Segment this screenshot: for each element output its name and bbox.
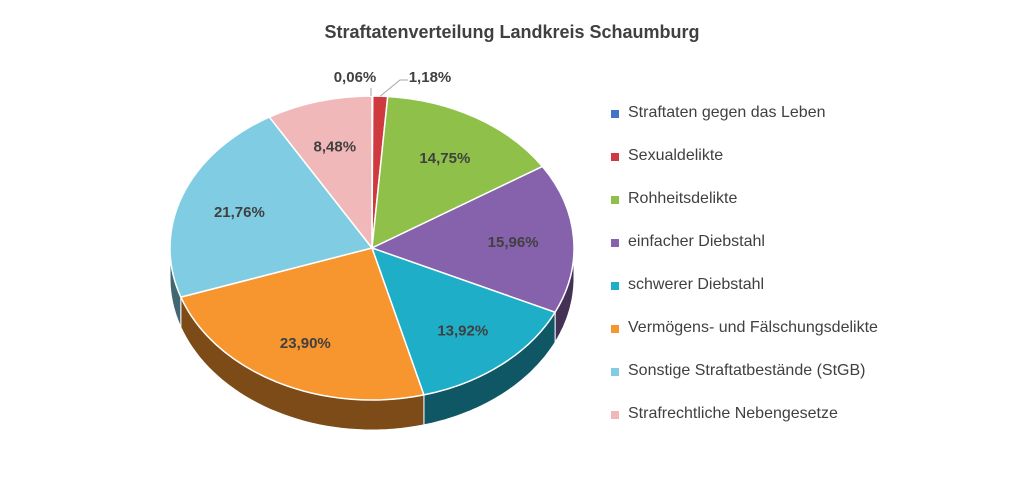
chart-title: Straftatenverteilung Landkreis Schaumbur… [324,22,700,42]
legend-swatch [611,110,619,118]
legend-swatch [611,196,619,204]
leader-line [379,79,408,97]
legend-swatch [611,239,619,247]
data-label: 8,48% [314,138,357,155]
legend-label: Sexualdelikte [628,147,724,164]
legend-item: Rohheitsdelikte [611,190,878,233]
legend-label: schwerer Diebstahl [628,276,765,293]
legend-item: Strafrechtliche Nebengesetze [611,405,878,448]
data-label: 23,90% [280,335,331,352]
data-label: 1,18% [409,69,452,86]
data-label: 14,75% [419,150,470,167]
pie-slice-3[interactable] [370,165,575,314]
pie-slice-2[interactable] [371,95,544,250]
legend-swatch [611,282,619,290]
pie-slice-4[interactable] [370,246,557,396]
legend-swatch [611,368,619,376]
legend-label: Strafrechtliche Nebengesetze [628,405,838,422]
legend-item: Sonstige Straftatbestände (StGB) [611,362,878,405]
legend-label: Rohheitsdelikte [628,190,738,207]
legend-swatch [611,153,619,161]
pie-slice-7[interactable] [268,95,373,251]
legend-label: einfacher Diebstahl [628,233,765,250]
data-label: 21,76% [214,204,265,221]
legend-label: Sonstige Straftatbestände (StGB) [628,362,866,379]
legend-item: schwerer Diebstahl [611,276,878,319]
legend-item: Vermögens- und Fälschungsdelikte [611,319,878,362]
legend-item: einfacher Diebstahl [611,233,878,276]
legend-label: Straftaten gegen das Leben [628,104,826,121]
pie-slice-5[interactable] [179,247,425,401]
data-label: 0,06% [334,69,377,86]
pie-slice-6[interactable] [169,116,374,299]
legend: Straftaten gegen das Leben Sexualdelikte R… [611,104,878,448]
legend-swatch [611,325,619,333]
legend-label: Vermögens- und Fälschungsdelikte [628,319,878,336]
legend-item: Straftaten gegen das Leben [611,104,878,147]
data-label: 13,92% [437,323,488,340]
legend-item: Sexualdelikte [611,147,878,190]
legend-swatch [611,411,619,419]
data-label: 15,96% [488,234,539,251]
